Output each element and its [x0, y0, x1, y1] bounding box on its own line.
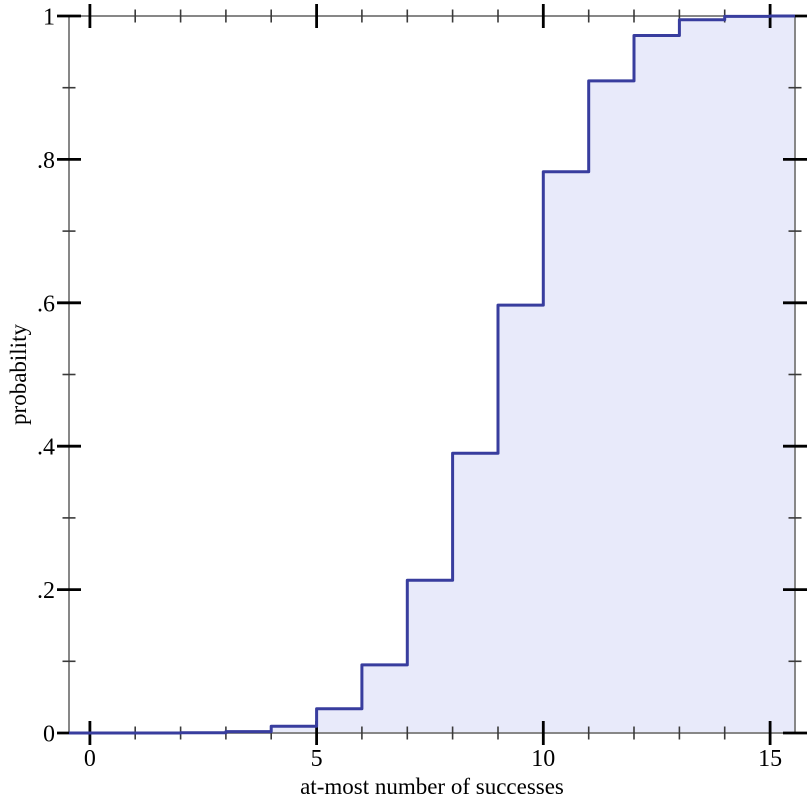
tick-labels-layer: 0 5 10 15 0 .2 .4 .6 .8 1 — [37, 5, 782, 773]
fill-layer — [69, 16, 795, 733]
x-tick-label: 15 — [758, 746, 782, 772]
y-tick-label: .4 — [37, 435, 55, 461]
cdf-step-line — [69, 14, 795, 735]
x-tick-label: 0 — [84, 746, 96, 772]
x-axis-title: at-most number of successes — [300, 774, 564, 799]
x-tick-label: 10 — [531, 746, 555, 772]
x-tick-label: 5 — [311, 746, 323, 772]
y-tick-label: 0 — [43, 722, 55, 748]
y-tick-label: .2 — [37, 578, 55, 604]
y-tick-label: 1 — [43, 5, 55, 31]
cdf-fill-area — [69, 16, 795, 733]
y-tick-label: .6 — [37, 291, 55, 317]
y-axis-title: probability — [6, 324, 31, 425]
y-tick-label: .8 — [37, 148, 55, 174]
curve-layer — [69, 14, 795, 735]
